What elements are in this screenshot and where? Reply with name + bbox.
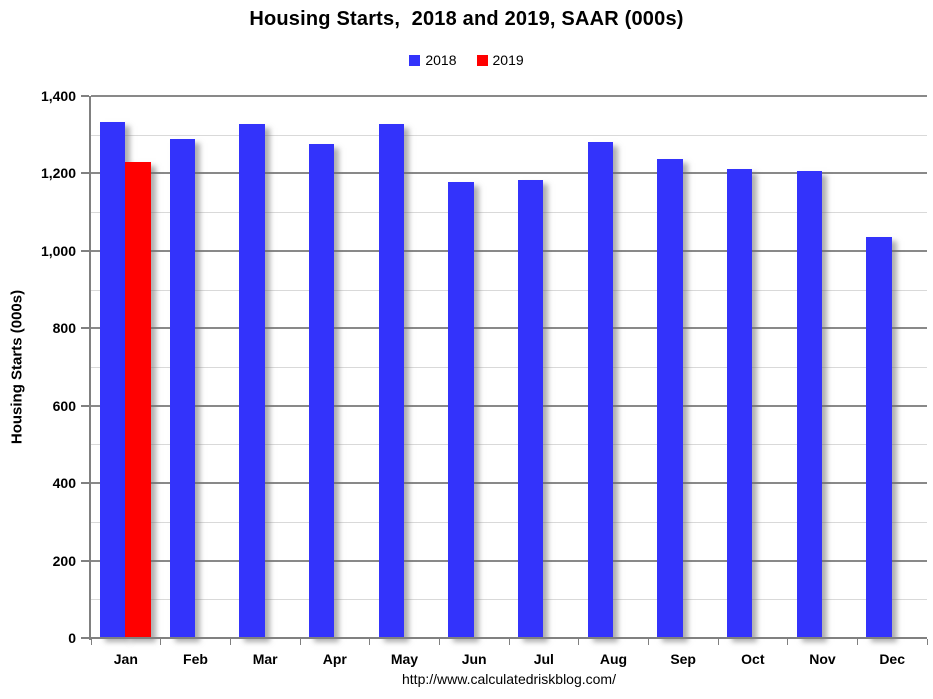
category-group-mar xyxy=(230,96,300,638)
bar-2018-may xyxy=(378,123,405,638)
x-label-feb: Feb xyxy=(183,651,208,667)
y-label-600: 600 xyxy=(52,397,76,414)
bar-2018-dec xyxy=(866,236,892,638)
y-label-400: 400 xyxy=(52,475,76,492)
bar-2018-oct xyxy=(727,169,753,638)
x-label-sep: Sep xyxy=(670,651,696,667)
x-label-oct: Oct xyxy=(741,651,765,667)
legend-label-2019: 2019 xyxy=(492,52,524,68)
category-group-may xyxy=(370,96,440,638)
bar-2018-nov xyxy=(796,171,823,638)
y-tick-1000 xyxy=(81,249,89,252)
x-axis-labels: Jan Feb Mar Apr May Jun Jul Aug Sep Oct Nov Dec xyxy=(91,651,927,668)
gridline-900 xyxy=(91,289,927,291)
category-group-apr xyxy=(300,96,370,638)
x-label-jun: Jun xyxy=(461,651,487,667)
gridline-1300 xyxy=(91,134,927,136)
y-label-1400: 1,400 xyxy=(40,88,76,104)
bar-2018-jul xyxy=(518,179,544,638)
y-label-200: 200 xyxy=(52,552,76,569)
x-tick-8 xyxy=(647,639,649,645)
gridline-600 xyxy=(91,404,927,407)
gridline-800 xyxy=(91,327,927,330)
bar-2018-sep xyxy=(657,159,683,638)
x-label-may: May xyxy=(390,651,419,667)
x-tick-6 xyxy=(508,639,510,645)
x-label-aug: Aug xyxy=(599,651,628,667)
y-tick-800 xyxy=(81,327,89,330)
y-axis-line xyxy=(89,96,91,640)
gridline-400 xyxy=(91,482,927,485)
category-group-jun xyxy=(439,96,509,638)
bar-2018-jan xyxy=(100,121,126,638)
category-group-oct xyxy=(718,96,788,638)
x-tick-4 xyxy=(369,639,371,645)
x-axis-line xyxy=(89,637,927,639)
category-group-jul xyxy=(509,96,579,638)
legend-swatch-2018 xyxy=(409,54,421,66)
gridline-1000 xyxy=(91,249,927,252)
gridline-1400 xyxy=(91,95,927,97)
legend-item-2019: 2019 xyxy=(476,52,524,68)
x-label-apr: Apr xyxy=(322,651,347,667)
category-group-nov xyxy=(788,96,858,638)
y-tick-0 xyxy=(81,637,89,639)
chart-title: Housing Starts, 2018 and 2019, SAAR (000… xyxy=(249,8,684,30)
gridline-1200 xyxy=(91,172,927,175)
bar-2018-jun xyxy=(448,182,474,638)
y-label-800: 800 xyxy=(52,320,76,337)
x-tick-1 xyxy=(160,639,162,645)
x-label-nov: Nov xyxy=(809,651,836,667)
plot-area xyxy=(91,95,927,638)
y-label-1200: 1,200 xyxy=(40,165,76,182)
x-tick-9 xyxy=(717,639,719,645)
gridline-700 xyxy=(91,367,927,368)
legend-label-2018: 2018 xyxy=(425,52,457,68)
category-group-sep xyxy=(648,96,718,638)
legend: 2018 2019 xyxy=(0,52,933,68)
y-label-0: 0 xyxy=(68,630,76,646)
gridline-500 xyxy=(91,444,927,446)
x-tick-11 xyxy=(856,639,858,645)
category-group-aug xyxy=(579,96,649,638)
bar-2018-apr xyxy=(309,144,335,638)
x-axis-ticks xyxy=(90,639,928,645)
x-label-jan: Jan xyxy=(113,651,138,667)
y-axis-tick-labels: 0 200 400 600 800 1,000 1,200 1,400 xyxy=(0,88,76,646)
gridline-100 xyxy=(91,599,927,601)
source-url: http://www.calculatedriskblog.com/ xyxy=(402,671,616,687)
category-group-feb xyxy=(161,96,231,638)
x-label-jul: Jul xyxy=(533,651,554,667)
x-tick-0 xyxy=(90,639,92,645)
x-tick-3 xyxy=(299,639,301,645)
category-group-jan xyxy=(91,96,161,638)
y-tick-600 xyxy=(81,404,89,407)
y-tick-200 xyxy=(81,559,89,562)
x-tick-2 xyxy=(229,639,231,645)
x-label-dec: Dec xyxy=(879,651,905,667)
y-tick-1400 xyxy=(81,95,89,97)
bar-2018-feb xyxy=(169,138,196,638)
y-axis-ticks xyxy=(81,95,89,639)
y-tick-1200 xyxy=(81,172,89,175)
x-label-mar: Mar xyxy=(252,651,278,667)
gridline-1100 xyxy=(91,212,927,214)
gridline-300 xyxy=(91,521,927,523)
x-tick-12 xyxy=(926,639,928,645)
bar-2018-aug xyxy=(587,142,614,638)
y-tick-400 xyxy=(81,482,89,485)
legend-item-2018: 2018 xyxy=(409,52,457,68)
x-tick-5 xyxy=(438,639,440,645)
gridline-200 xyxy=(91,559,927,562)
bar-2019-jan xyxy=(125,161,151,638)
x-tick-7 xyxy=(578,639,580,645)
y-label-1000: 1,000 xyxy=(40,242,76,259)
legend-swatch-2019 xyxy=(476,54,488,66)
category-group-dec xyxy=(857,96,927,638)
bar-2018-mar xyxy=(239,124,265,638)
x-tick-10 xyxy=(787,639,789,645)
